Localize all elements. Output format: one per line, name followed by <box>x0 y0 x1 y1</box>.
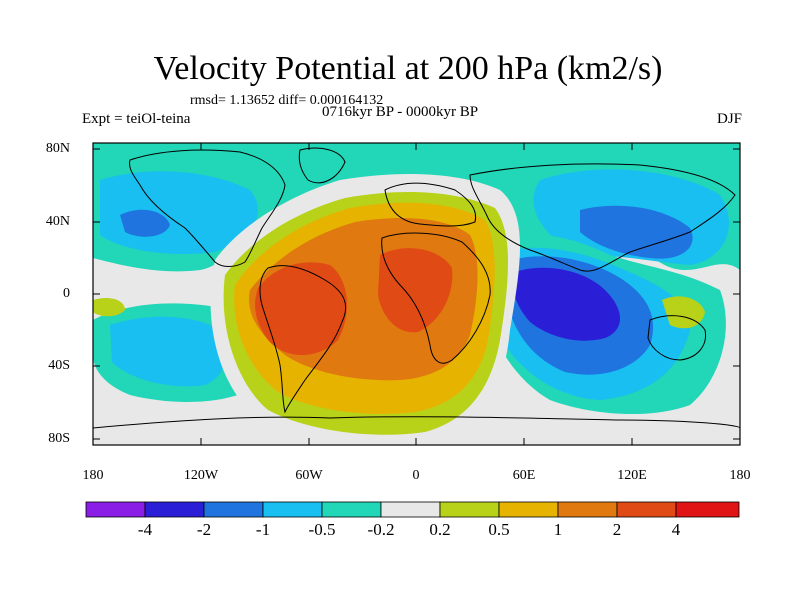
colorbar-box <box>498 501 559 518</box>
lat-tick-label: 80N <box>45 141 70 156</box>
lon-tick-label: 60W <box>295 468 323 483</box>
colorbar-box <box>85 501 146 518</box>
lat-tick-label: 0 <box>63 286 70 301</box>
colorbar-label: -0.5 <box>308 520 336 539</box>
colorbar-label: -2 <box>196 520 212 539</box>
colorbar-box <box>675 501 740 518</box>
colorbar-box <box>380 501 441 518</box>
field-red-southamerica <box>255 262 348 355</box>
lat-tick-label: 80S <box>48 431 70 446</box>
colorbar-label: -4 <box>137 520 153 539</box>
contour-fields <box>93 143 740 445</box>
field-yellow-small <box>93 298 125 317</box>
colorbar-label: 2 <box>612 520 622 539</box>
colorbar <box>85 501 740 518</box>
lon-tick-label: 180 <box>729 468 751 483</box>
experiment-label: Expt = teiOl-teina <box>82 111 191 127</box>
coast-europe <box>384 182 477 227</box>
lon-tick-label: 60E <box>512 468 536 483</box>
lon-tick-label: 120W <box>183 468 219 483</box>
colorbar-label: 4 <box>671 520 681 539</box>
field-red-africa <box>378 248 453 333</box>
lon-tick-label: 0 <box>412 468 420 483</box>
colorbar-label: 1 <box>553 520 563 539</box>
field-mid-blue-ne <box>580 205 693 259</box>
coast-greenland <box>298 147 346 184</box>
period-label: 0716kyr BP - 0000kyr BP <box>322 104 479 120</box>
field-lightblue-south <box>110 316 227 387</box>
colorbar-label: -1 <box>255 520 271 539</box>
map-title: Velocity Potential at 200 hPa (km2/s) <box>153 50 663 87</box>
colorbar-label: 0.5 <box>488 520 510 539</box>
colorbar-box <box>203 501 264 518</box>
colorbar-box <box>321 501 382 518</box>
stats-text: rmsd= 1.13652 diff= 0.000164132 <box>190 93 384 108</box>
coast-africa <box>381 232 491 364</box>
lon-tick-label: 120E <box>617 468 647 483</box>
coastlines <box>93 147 740 429</box>
colorbar-box <box>144 501 205 518</box>
coast-antarctica <box>93 416 740 429</box>
colorbar-box <box>262 501 323 518</box>
colorbar-box <box>439 501 500 518</box>
coast-south-america <box>259 265 347 414</box>
lon-tick-label: 180 <box>82 468 104 483</box>
coast-asia <box>469 163 736 272</box>
colorbar-box <box>616 501 677 518</box>
axis-ticks <box>92 143 741 445</box>
colorbar-label: -0.2 <box>367 520 395 539</box>
lat-tick-label: 40N <box>45 214 70 229</box>
coast-north-america <box>129 149 286 267</box>
lat-tick-label: 40S <box>48 358 70 373</box>
colorbar-label: 0.2 <box>429 520 451 539</box>
field-darkblue-indian <box>513 267 620 341</box>
field-mid-blue-nw <box>120 209 170 237</box>
season-label: DJF <box>716 111 742 127</box>
coast-australia <box>647 315 707 361</box>
colorbar-box <box>557 501 618 518</box>
